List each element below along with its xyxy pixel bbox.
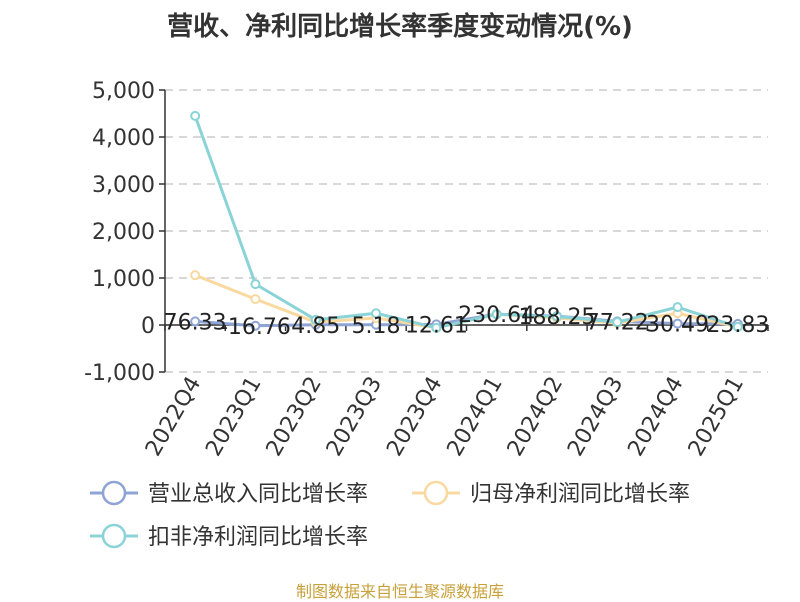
x-tick-label: 2023Q2 (262, 373, 327, 461)
data-point (732, 321, 743, 332)
data-point (310, 314, 321, 325)
x-tick-label: 2024Q2 (503, 373, 568, 461)
x-tick-label: 2023Q3 (322, 373, 387, 461)
data-point (190, 270, 201, 281)
data-label: -16.76 (220, 315, 291, 340)
data-point (672, 302, 683, 313)
y-tick-label: 2,000 (92, 220, 155, 245)
legend-marker (101, 523, 127, 549)
data-point (371, 308, 382, 319)
data-label: 5.18 (352, 314, 401, 339)
data-point (551, 311, 562, 322)
x-tick-label: 2025Q1 (684, 373, 749, 461)
data-label: 76.33 (164, 310, 227, 335)
data-point (491, 309, 502, 320)
data-point (250, 320, 261, 331)
data-point (190, 110, 201, 121)
legend-label[interactable]: 营业总收入同比增长率 (148, 482, 368, 507)
x-tick-label: 2023Q4 (382, 372, 447, 460)
x-tick-label: 2024Q4 (623, 373, 688, 461)
legend-label[interactable]: 扣非净利润同比增长率 (148, 525, 368, 550)
y-tick-label: 1,000 (92, 267, 155, 292)
y-tick-label: 5,000 (92, 79, 155, 104)
legend-marker (423, 480, 449, 506)
y-tick-label: 4,000 (92, 126, 155, 151)
data-label: 77.22 (586, 310, 649, 335)
y-tick-label: 3,000 (92, 173, 155, 198)
data-label: 4.85 (291, 314, 340, 339)
data-label: 12.61 (405, 313, 468, 338)
x-tick-label: 2023Q1 (201, 373, 266, 461)
data-point (190, 316, 201, 327)
series-line (193, 115, 739, 330)
y-tick-label: 0 (141, 314, 155, 339)
data-point (431, 322, 442, 333)
data-label: 30.49 (646, 313, 709, 338)
legend-marker (101, 480, 127, 506)
legend-label[interactable]: 归母净利润同比增长率 (470, 482, 690, 507)
series-line (195, 312, 738, 328)
y-tick-label: -1,000 (84, 361, 155, 386)
x-tick-label: 2024Q1 (443, 373, 508, 461)
data-label: 230.64 (458, 303, 535, 328)
data-point (612, 317, 623, 328)
source-note: 制图数据来自恒生聚源数据库 (295, 582, 504, 601)
x-tick-label: 2024Q3 (563, 373, 628, 461)
data-label: 188.25 (518, 305, 595, 330)
data-point (250, 279, 261, 290)
data-point (672, 318, 683, 329)
chart-title: 营收、净利同比增长率季度变动情况(%) (167, 12, 633, 42)
data-label: 23.83 (706, 313, 769, 338)
data-point (250, 294, 261, 305)
